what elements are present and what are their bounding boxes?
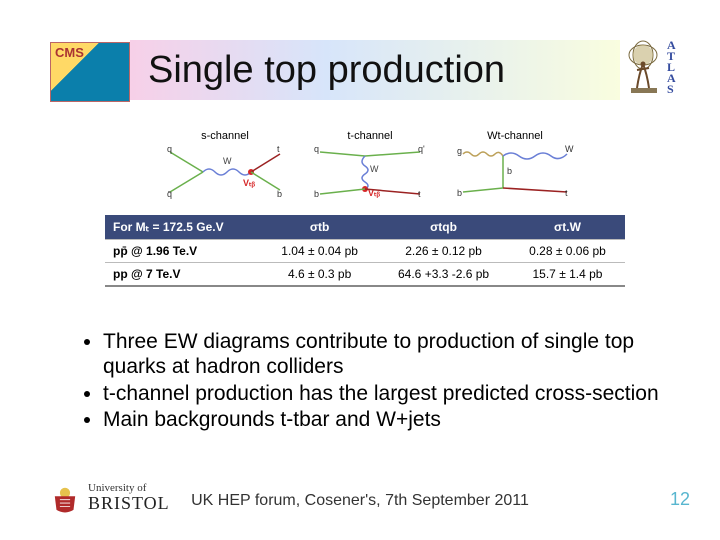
atlas-letter: S (667, 84, 676, 95)
svg-text:W: W (370, 164, 379, 174)
bullet-list: Three EW diagrams contribute to producti… (75, 330, 670, 435)
diagram-wt-channel: Wt-channel g b b W t (450, 130, 580, 210)
bullet-item: Main backgrounds t-tbar and W+jets (103, 408, 670, 433)
s-channel-svg: q q̄ W Vₜᵦ t b (165, 144, 285, 199)
table-cell: pp @ 7 Te.V (105, 263, 262, 287)
table-header: σt.W (510, 215, 625, 240)
table-cell: 64.6 +3.3 -2.6 pb (377, 263, 510, 287)
diagram-s-channel: s-channel q q̄ W Vₜᵦ t b (160, 130, 290, 210)
wt-channel-svg: g b b W t (455, 144, 575, 199)
svg-text:b: b (277, 189, 282, 199)
bullet-item: Three EW diagrams contribute to producti… (103, 330, 670, 380)
atlas-logo: A T L A S (625, 40, 690, 95)
svg-text:b: b (507, 166, 512, 176)
svg-text:t: t (418, 189, 421, 199)
diagram-label: t-channel (305, 130, 435, 142)
slide-title: Single top production (148, 49, 505, 92)
table-row: pp̄ @ 1.96 Te.V 1.04 ± 0.04 pb 2.26 ± 0.… (105, 240, 625, 263)
svg-text:t: t (277, 144, 280, 154)
atlas-letters: A T L A S (667, 40, 676, 95)
svg-text:q̄: q̄ (167, 189, 172, 199)
table-cell: 0.28 ± 0.06 pb (510, 240, 625, 263)
table-cell: 2.26 ± 0.12 pb (377, 240, 510, 263)
table-cell: pp̄ @ 1.96 Te.V (105, 240, 262, 263)
cms-logo: CMS (50, 42, 130, 102)
svg-text:Vₜᵦ: Vₜᵦ (243, 178, 256, 188)
svg-text:g: g (457, 146, 462, 156)
t-channel-svg: q q' W Vₜᵦ b t (310, 144, 430, 199)
diagram-label: Wt-channel (450, 130, 580, 142)
title-bar: Single top production (130, 40, 620, 100)
svg-text:W: W (565, 144, 574, 154)
table-cell: 15.7 ± 1.4 pb (510, 263, 625, 287)
footer-caption: UK HEP forum, Cosener's, 7th September 2… (0, 492, 720, 510)
table-header: σtqb (377, 215, 510, 240)
cms-logo-label: CMS (55, 45, 84, 60)
feynman-diagrams: s-channel q q̄ W Vₜᵦ t b t-channel q q' … (160, 130, 580, 210)
svg-text:q': q' (418, 144, 425, 154)
svg-text:t: t (565, 188, 568, 198)
table-header-row: For Mₜ = 172.5 Ge.V σtb σtqb σt.W (105, 215, 625, 240)
svg-text:W: W (223, 156, 232, 166)
bullet-item: t-channel production has the largest pre… (103, 382, 670, 407)
svg-text:q: q (314, 144, 319, 154)
diagram-t-channel: t-channel q q' W Vₜᵦ b t (305, 130, 435, 210)
svg-text:b: b (457, 188, 462, 198)
table-header: For Mₜ = 172.5 Ge.V (105, 215, 262, 240)
cross-section-table: For Mₜ = 172.5 Ge.V σtb σtqb σt.W pp̄ @ … (105, 215, 625, 287)
page-number: 12 (670, 489, 690, 510)
table-cell: 4.6 ± 0.3 pb (262, 263, 377, 287)
svg-text:b: b (314, 189, 319, 199)
table-header: σtb (262, 215, 377, 240)
diagram-label: s-channel (160, 130, 290, 142)
svg-text:q: q (167, 144, 172, 154)
table-cell: 1.04 ± 0.04 pb (262, 240, 377, 263)
table-row: pp @ 7 Te.V 4.6 ± 0.3 pb 64.6 +3.3 -2.6 … (105, 263, 625, 287)
atlas-figure-icon (625, 40, 665, 95)
